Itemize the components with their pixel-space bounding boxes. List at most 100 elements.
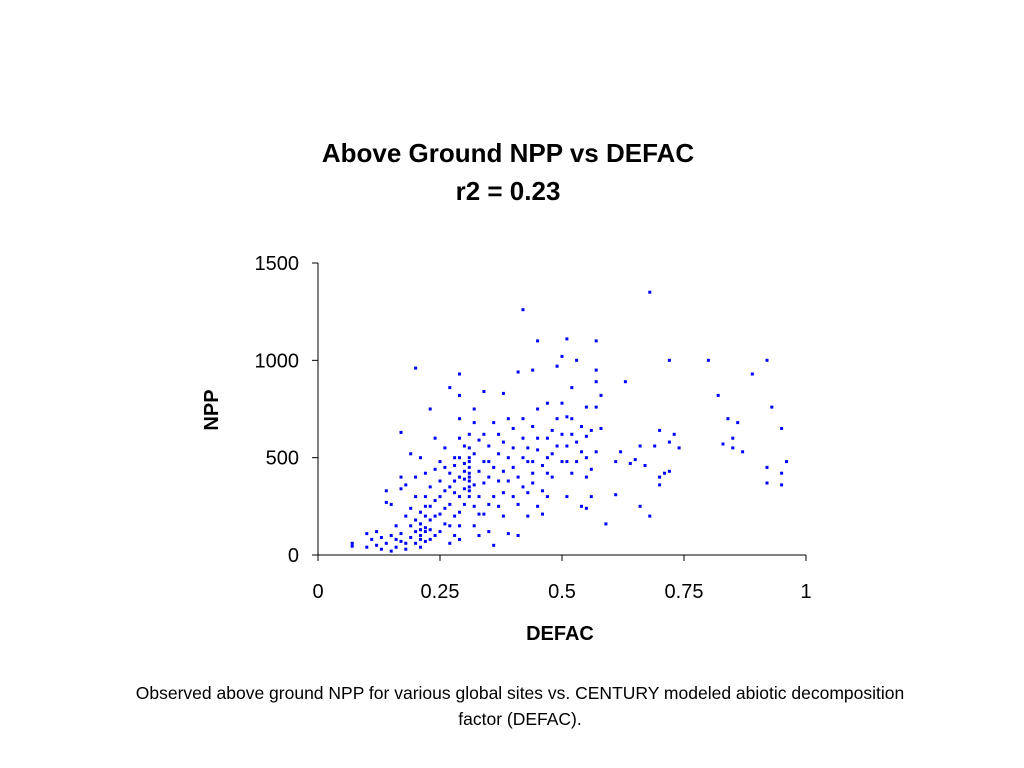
data-point: [750, 372, 754, 376]
data-point: [350, 544, 354, 548]
data-point: [487, 502, 491, 506]
data-point: [506, 417, 510, 421]
data-point: [448, 485, 452, 489]
data-point: [414, 541, 418, 545]
data-point: [536, 448, 540, 452]
data-point: [472, 421, 476, 425]
data-point: [453, 464, 457, 467]
data-point: [438, 495, 442, 499]
data-point: [467, 485, 471, 489]
data-point: [594, 450, 598, 454]
data-point: [770, 405, 774, 409]
data-point: [394, 524, 398, 528]
x-axis-ticks: 0 0.25 0.5 0.75 1: [312, 555, 812, 603]
data-point: [423, 504, 427, 508]
data-point: [423, 495, 427, 499]
data-point: [433, 514, 437, 518]
data-point: [536, 504, 540, 508]
data-point: [526, 514, 530, 518]
data-point: [389, 502, 393, 506]
data-point: [575, 358, 579, 362]
data-point: [531, 481, 535, 485]
data-point: [482, 432, 486, 436]
data-point: [589, 467, 593, 471]
data-point: [638, 444, 642, 448]
data-point: [399, 539, 403, 543]
data-point: [414, 530, 418, 534]
data-point: [653, 444, 657, 448]
data-point: [550, 452, 554, 456]
data-point: [565, 337, 569, 341]
data-point: [453, 456, 457, 460]
data-point: [448, 541, 452, 545]
data-point: [589, 428, 593, 432]
data-point: [492, 543, 496, 547]
data-point: [462, 462, 466, 465]
data-point: [477, 534, 481, 537]
data-point: [726, 417, 730, 421]
data-point: [453, 534, 457, 537]
data-point: [467, 460, 471, 464]
data-point: [458, 537, 461, 541]
data-point: [423, 471, 427, 475]
data-point: [472, 524, 476, 528]
data-point: [633, 458, 637, 462]
data-point: [526, 491, 530, 495]
data-point: [458, 495, 461, 499]
data-point: [623, 380, 627, 384]
data-point: [467, 456, 471, 460]
data-point: [467, 446, 471, 450]
data-point: [433, 534, 437, 537]
data-point: [462, 469, 466, 473]
data-point: [419, 522, 422, 526]
data-point: [438, 512, 442, 516]
data-point: [414, 495, 418, 499]
data-point: [477, 495, 481, 499]
data-point: [389, 534, 393, 537]
data-point: [419, 534, 422, 537]
data-point: [536, 407, 540, 411]
data-point: [531, 368, 535, 372]
data-point: [375, 543, 379, 547]
data-point: [472, 504, 476, 508]
data-point: [501, 514, 505, 518]
data-point: [560, 354, 564, 358]
data-point: [594, 368, 598, 372]
data-point: [458, 524, 461, 528]
data-point: [419, 537, 422, 541]
data-point: [765, 358, 769, 362]
x-tick-label: 0.5: [548, 581, 576, 603]
data-point: [487, 460, 491, 464]
data-point: [550, 428, 554, 432]
data-point: [443, 522, 447, 526]
data-point: [365, 545, 369, 549]
data-point: [472, 483, 476, 487]
data-point: [375, 530, 379, 534]
data-point: [453, 514, 457, 518]
data-point: [780, 471, 784, 475]
data-point: [467, 465, 471, 469]
data-point: [663, 471, 666, 475]
data-point: [467, 475, 471, 479]
data-point: [433, 467, 437, 471]
data-point: [423, 514, 427, 518]
data-point: [399, 475, 403, 479]
data-point: [545, 495, 549, 499]
data-point: [550, 475, 554, 479]
data-point: [492, 495, 496, 499]
data-point: [584, 475, 588, 479]
data-point: [536, 339, 540, 343]
data-point: [521, 456, 525, 460]
data-point: [419, 510, 422, 514]
data-point: [667, 469, 671, 473]
data-point: [428, 504, 432, 508]
figure-caption: Observed above ground NPP for various gl…: [135, 683, 905, 729]
data-point: [428, 537, 432, 541]
data-point: [433, 499, 437, 502]
data-point: [511, 427, 515, 430]
data-point: [580, 425, 583, 428]
data-point: [570, 417, 574, 421]
data-point: [604, 522, 608, 526]
data-point: [404, 541, 408, 545]
data-point: [516, 534, 520, 537]
